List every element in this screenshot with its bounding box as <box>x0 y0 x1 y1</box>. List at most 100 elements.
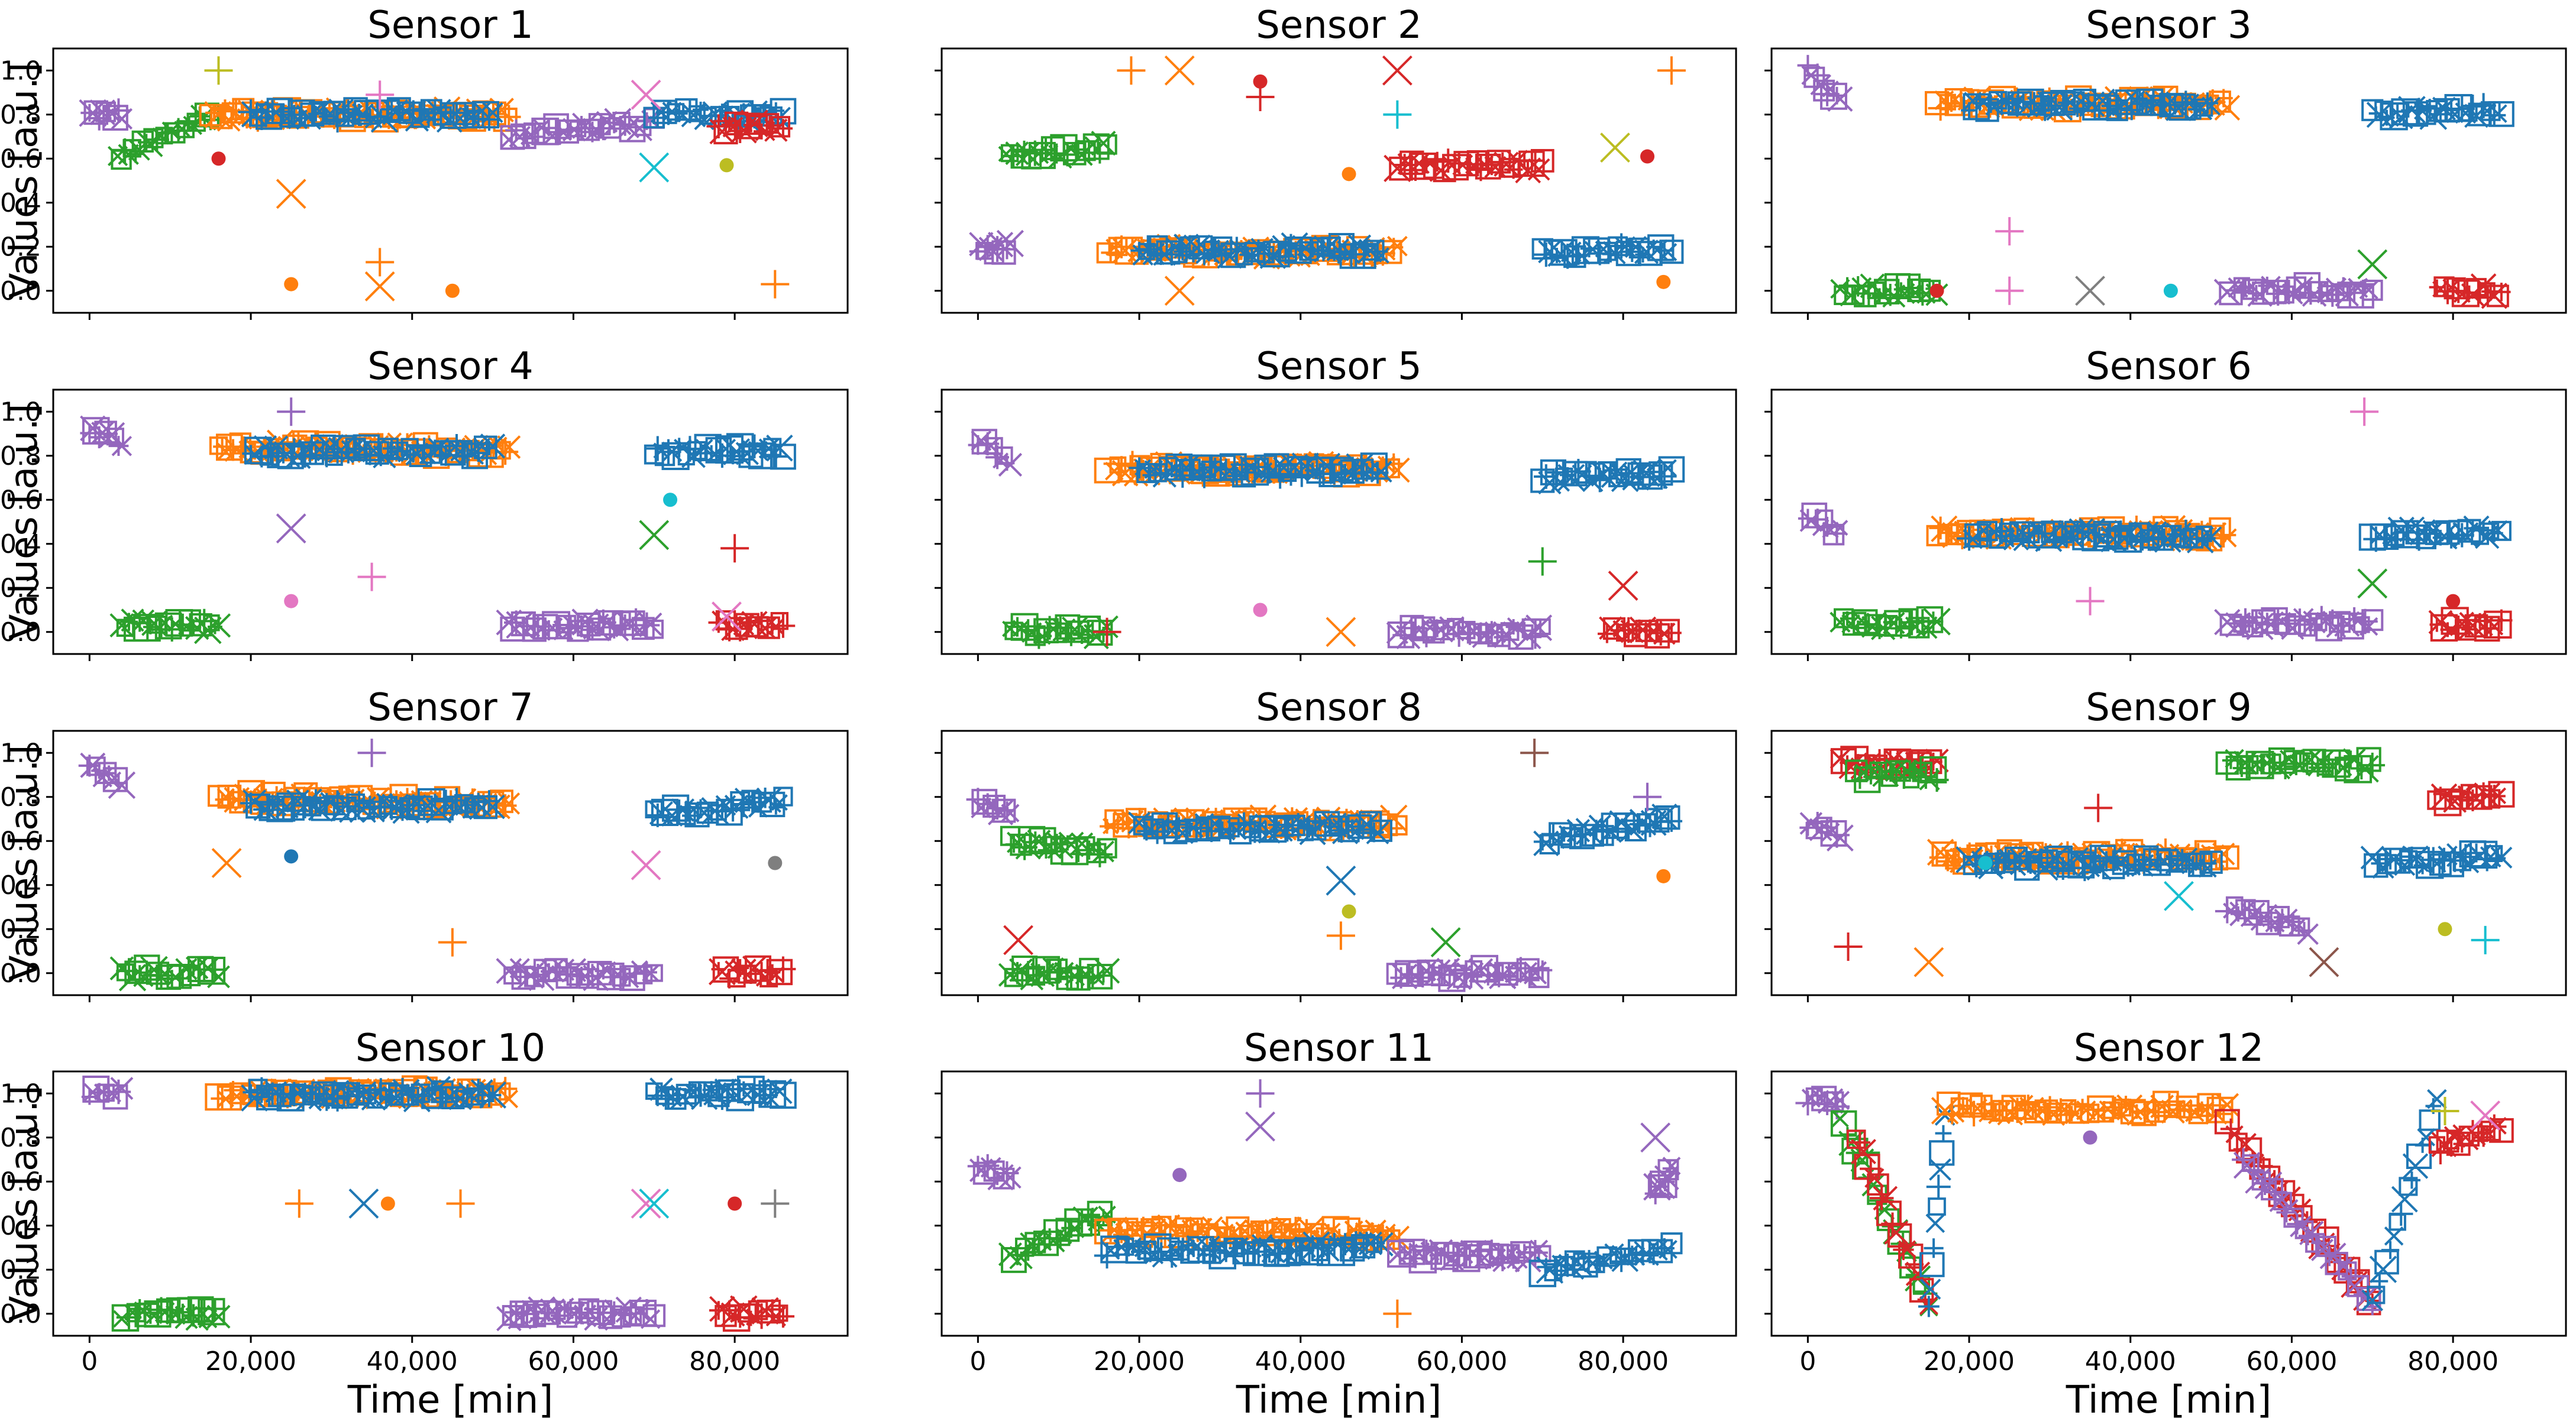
axes-frame <box>52 47 849 314</box>
data-series-band <box>1956 844 2223 882</box>
data-markers <box>1795 1086 2514 1317</box>
data-series-band <box>1528 1232 1683 1287</box>
data-series-band <box>2360 840 2513 879</box>
data-series-band <box>238 97 503 133</box>
axes-frame <box>940 730 1737 996</box>
y-tick-label: 0.8 <box>0 441 41 471</box>
data-series-band <box>240 788 505 824</box>
data-series-band <box>1000 825 1117 867</box>
x-tick-label: 20,000 <box>1094 1346 1185 1377</box>
outlier-point <box>2470 1100 2501 1131</box>
series-markers <box>644 433 796 470</box>
y-tick-label: 0.8 <box>0 782 41 812</box>
outlier-point <box>1430 927 1461 958</box>
outlier-point <box>284 277 299 292</box>
outlier-point <box>1640 1122 1671 1153</box>
data-series-band <box>1387 1238 1552 1274</box>
series-markers <box>2232 1148 2381 1316</box>
axes-frame <box>940 388 1737 655</box>
series-markers <box>1643 1157 1681 1204</box>
series-markers <box>709 1295 795 1332</box>
x-tick-label: 20,000 <box>1924 1346 2015 1377</box>
series-markers <box>109 954 230 992</box>
data-series-band <box>2428 607 2513 642</box>
axes-frame <box>52 1070 849 1337</box>
outlier-point <box>1657 56 1686 85</box>
y-tick-label: 0.0 <box>0 1299 41 1329</box>
data-series-band <box>109 954 230 992</box>
series-markers <box>645 1076 797 1112</box>
data-series-band <box>645 786 793 828</box>
data-markers <box>1797 54 2514 309</box>
outlier-point <box>1245 1111 1275 1142</box>
subplot-title: Sensor 4 <box>367 345 533 388</box>
series-markers <box>1129 452 1392 489</box>
series-markers <box>2358 515 2512 552</box>
y-tick-label: 0.6 <box>0 485 41 515</box>
data-markers <box>966 739 1683 992</box>
data-series-band <box>1533 803 1683 856</box>
data-series-band <box>998 955 1120 991</box>
data-series-band <box>1094 1231 1394 1270</box>
series-markers <box>2215 747 2386 783</box>
x-axis-label: Time [min] <box>347 1378 554 1422</box>
outlier-point <box>1608 571 1638 601</box>
series-markers <box>998 1200 1116 1273</box>
series-markers <box>81 1075 134 1110</box>
series-markers <box>645 786 793 828</box>
series-markers <box>968 429 1023 477</box>
outlier-point <box>1342 167 1356 182</box>
outlier-point <box>446 1189 475 1218</box>
subplot-sensor-10: Sensor 10 0.0 0.2 0.4 0.6 0.8 1.0 0 20,000 40,000… <box>0 1027 849 1422</box>
data-series-band <box>79 98 133 131</box>
series-markers <box>2214 1109 2381 1316</box>
series-markers <box>2215 896 2319 945</box>
data-series-band <box>2213 272 2383 309</box>
series-markers <box>2360 840 2513 879</box>
x-tick-label: 0 <box>969 1346 986 1377</box>
series-markers <box>2361 93 2514 131</box>
data-markers <box>1799 746 2515 977</box>
axes-frame <box>1770 730 2567 996</box>
y-tick-label: 0.4 <box>0 529 41 559</box>
outlier-point <box>1117 56 1146 85</box>
y-tick-label: 0.6 <box>0 826 41 856</box>
series-markers <box>998 131 1117 170</box>
subplot-title: Sensor 8 <box>1256 686 1421 730</box>
series-markers <box>109 608 231 645</box>
data-series-band <box>708 610 796 642</box>
series-markers <box>2428 607 2513 642</box>
x-tick-label: 20,000 <box>205 1346 296 1377</box>
data-series-band <box>1957 517 2222 553</box>
data-series-band <box>1129 452 1392 489</box>
data-series-band <box>709 1295 795 1332</box>
series-markers <box>1961 88 2221 122</box>
data-series-band <box>1798 502 1848 546</box>
series-markers <box>1387 1238 1552 1274</box>
series-markers <box>1531 233 1684 269</box>
outlier-point <box>2430 1097 2459 1126</box>
data-series-band <box>2358 515 2512 552</box>
y-tick-label: 0.2 <box>0 573 41 603</box>
outlier-point <box>1164 55 1195 86</box>
x-axis-label: Time [min] <box>1236 1378 1442 1422</box>
data-series-band <box>496 608 664 642</box>
series-markers <box>998 955 1120 991</box>
y-tick-label: 0.8 <box>0 100 41 130</box>
series-markers <box>78 752 136 799</box>
data-markers <box>969 55 1686 306</box>
x-tick-label: 80,000 <box>1578 1346 1669 1377</box>
series-markers <box>80 415 132 456</box>
x-tick-label: 40,000 <box>2085 1346 2176 1377</box>
outlier-point <box>712 601 742 632</box>
series-markers <box>1128 811 1392 846</box>
series-markers <box>240 788 505 824</box>
subplot-sensor-3: Sensor 3 <box>1764 4 2567 320</box>
axes-frame <box>940 47 1737 314</box>
data-series-band <box>645 1076 797 1112</box>
y-axis-label: Values [a.u.] <box>2 745 46 982</box>
series-markers <box>706 109 793 145</box>
